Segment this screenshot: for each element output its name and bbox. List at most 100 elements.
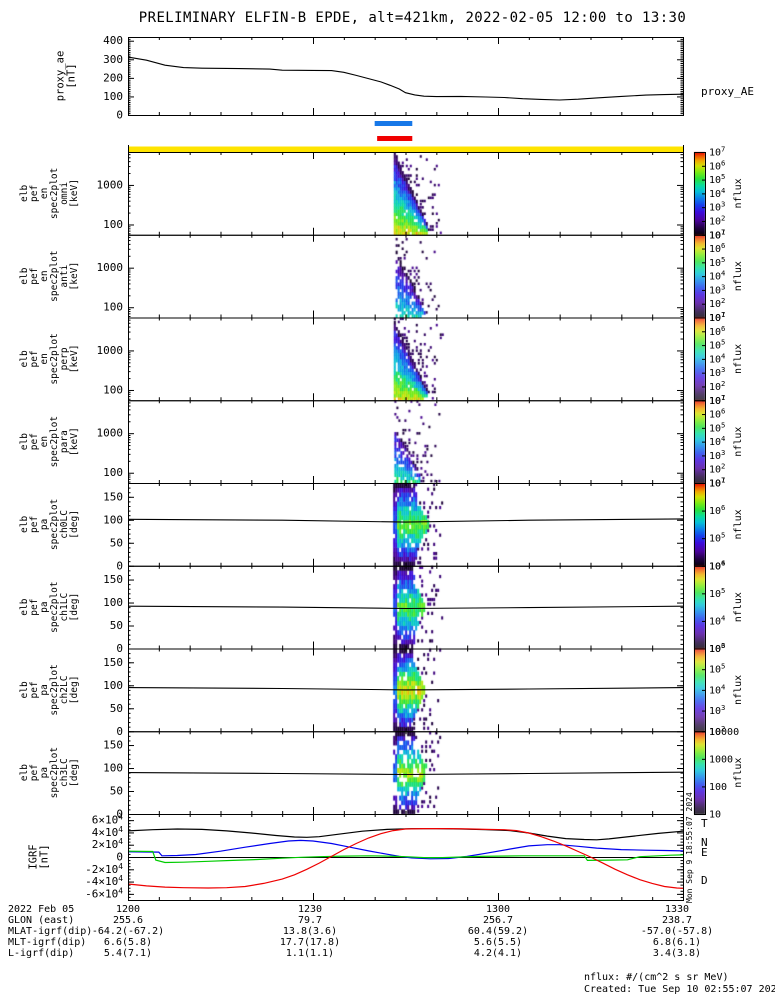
svg-text:104: 104 xyxy=(709,351,725,365)
svg-text:10: 10 xyxy=(709,810,721,821)
svg-text:1000: 1000 xyxy=(97,344,124,357)
proxy-ae-right-label: proxy_AE xyxy=(701,85,754,98)
svg-text:105: 105 xyxy=(709,255,725,269)
svg-text:0: 0 xyxy=(116,851,123,864)
svg-text:104: 104 xyxy=(709,186,725,200)
science-zone-red xyxy=(377,136,413,141)
row-value: 13.8(3.6) xyxy=(282,926,338,937)
svg-text:1000: 1000 xyxy=(97,178,124,191)
panel-elb_pef_pa_spec2plot_ch2LC: 050100150elbpefpaspec2plotch2LC[deg]1061… xyxy=(19,641,744,738)
panel-elb_pef_pa_spec2plot_ch1LC: 050100150elbpefpaspec2plotch1LC[deg]1061… xyxy=(19,558,744,655)
row-value: 1200 xyxy=(115,904,141,915)
row-value: 17.7(17.8) xyxy=(279,937,341,948)
coverage-yellow xyxy=(128,146,683,152)
svg-text:101: 101 xyxy=(709,227,725,241)
row-value: 1.1(1.1) xyxy=(285,948,335,959)
axis-label-elb_pef_pa_spec2plot_ch3LC: elbpefpaspec2plotch3LC[deg] xyxy=(19,747,80,798)
science-zone-bars xyxy=(128,121,684,152)
panel-elb_pef_pa_spec2plot_ch3LC: 050100150elbpefpaspec2plotch3LC[deg]1000… xyxy=(19,727,744,821)
table-row-mlt-igrf-dip-: MLT-igrf(dip) 6.6(5.8) 17.7(17.8) 5.6(5.5) 6… xyxy=(0,937,775,948)
svg-text:106: 106 xyxy=(709,407,725,421)
row-value: 1300 xyxy=(485,904,511,915)
row-value: 79.7 xyxy=(297,915,323,926)
row-value: 5.4(7.1) xyxy=(103,948,153,959)
svg-text:105: 105 xyxy=(709,172,725,186)
svg-text:100: 100 xyxy=(103,90,123,103)
svg-text:400: 400 xyxy=(103,34,123,47)
proxy-ae-axis-label: proxy_ae[nT] xyxy=(55,51,78,102)
row-value: -64.2(-67.2) xyxy=(91,926,165,937)
svg-text:150: 150 xyxy=(103,739,123,752)
svg-text:6×104: 6×104 xyxy=(92,813,124,827)
svg-text:1000: 1000 xyxy=(97,261,124,274)
igrf-legend-T: T xyxy=(701,817,708,830)
axis-label-elb_pef_en_spec2plot_anti: elbpefenspec2plotanti[keV] xyxy=(19,250,80,301)
axis-label-elb_pef_pa_spec2plot_ch2LC: elbpefpaspec2plotch2LC[deg] xyxy=(19,664,80,715)
colorbar-title: nflux xyxy=(733,592,744,622)
axis-label-elb_pef_pa_spec2plot_ch0LC: elbpefpaspec2plotch0LC[deg] xyxy=(19,499,80,550)
svg-text:0: 0 xyxy=(116,559,123,572)
svg-text:106: 106 xyxy=(709,324,725,338)
panel-elb_pef_pa_spec2plot_ch0LC: 050100150elbpefpaspec2plotch0LC[deg]1071… xyxy=(19,476,744,573)
row-value: -57.0(-57.8) xyxy=(640,926,714,937)
units-note: nflux: #/(cm^2 s sr MeV) xyxy=(584,972,729,983)
svg-text:50: 50 xyxy=(110,536,123,549)
colorbar-title: nflux xyxy=(733,758,744,788)
igrf-legend-D: D xyxy=(701,874,708,887)
svg-text:103: 103 xyxy=(709,365,725,379)
svg-text:300: 300 xyxy=(103,53,123,66)
svg-text:103: 103 xyxy=(709,282,725,296)
svg-text:101: 101 xyxy=(709,393,725,407)
svg-text:100: 100 xyxy=(103,596,123,609)
row-value: 60.4(59.2) xyxy=(467,926,529,937)
svg-text:0: 0 xyxy=(116,642,123,655)
colorbar-title: nflux xyxy=(733,344,744,374)
svg-text:101: 101 xyxy=(709,476,725,490)
panel-elb_pef_en_spec2plot_anti: 1001000elbpefenspec2plotanti[keV]1071061… xyxy=(19,227,744,324)
row-value: 5.6(5.5) xyxy=(473,937,523,948)
svg-text:150: 150 xyxy=(103,573,123,586)
svg-text:10000: 10000 xyxy=(709,727,739,738)
axis-label-elb_pef_en_spec2plot_omni: elbpefenspec2plotomni[keV] xyxy=(19,168,80,219)
panel-igrf: 6×1044×1042×1040-2×104-4×104-6×104IGRF[n… xyxy=(28,792,709,903)
svg-text:4×104: 4×104 xyxy=(92,825,124,839)
panel-proxy-ae: 0 100 200 300 400 proxy_ae[nT] proxy_AE xyxy=(55,34,754,121)
svg-text:107: 107 xyxy=(709,393,725,407)
svg-text:200: 200 xyxy=(103,71,123,84)
svg-text:50: 50 xyxy=(110,702,123,715)
svg-text:102: 102 xyxy=(709,296,725,310)
svg-text:107: 107 xyxy=(709,310,725,324)
svg-text:102: 102 xyxy=(709,379,725,393)
colorbar-title: nflux xyxy=(733,178,744,208)
svg-text:150: 150 xyxy=(103,490,123,503)
svg-text:104: 104 xyxy=(709,269,725,283)
svg-text:150: 150 xyxy=(103,656,123,669)
science-zone-blue xyxy=(374,121,413,126)
row-value: 1330 xyxy=(664,904,690,915)
row-label: GLON (east) xyxy=(8,915,75,926)
panel-elb_pef_en_spec2plot_para: 1001000elbpefenspec2plotpara[keV]1071061… xyxy=(19,393,744,490)
svg-text:-2×104: -2×104 xyxy=(85,862,123,876)
svg-text:103: 103 xyxy=(709,703,725,717)
svg-text:1000: 1000 xyxy=(97,427,124,440)
row-value: 256.7 xyxy=(482,915,514,926)
svg-text:102: 102 xyxy=(709,724,725,738)
row-label: 2022 Feb 05 xyxy=(8,904,75,915)
svg-text:107: 107 xyxy=(709,227,725,241)
igrf-legend-E: E xyxy=(701,846,708,859)
row-label: L-igrf(dip) xyxy=(8,948,75,959)
created-timestamp: Created: Tue Sep 10 02:55:07 2024 xyxy=(584,983,775,995)
axis-label-elb_pef_en_spec2plot_para: elbpefenspec2plotpara[keV] xyxy=(19,416,80,467)
svg-text:106: 106 xyxy=(709,241,725,255)
svg-text:107: 107 xyxy=(709,476,725,490)
svg-text:103: 103 xyxy=(709,641,725,655)
table-row-glon-east-: GLON (east) 255.6 79.7 256.7 238.7 xyxy=(0,915,775,926)
svg-text:104: 104 xyxy=(709,613,725,627)
svg-text:50: 50 xyxy=(110,619,123,632)
svg-text:1000: 1000 xyxy=(709,754,733,765)
svg-text:100: 100 xyxy=(709,782,727,793)
svg-text:102: 102 xyxy=(709,213,725,227)
row-value: 255.6 xyxy=(112,915,144,926)
